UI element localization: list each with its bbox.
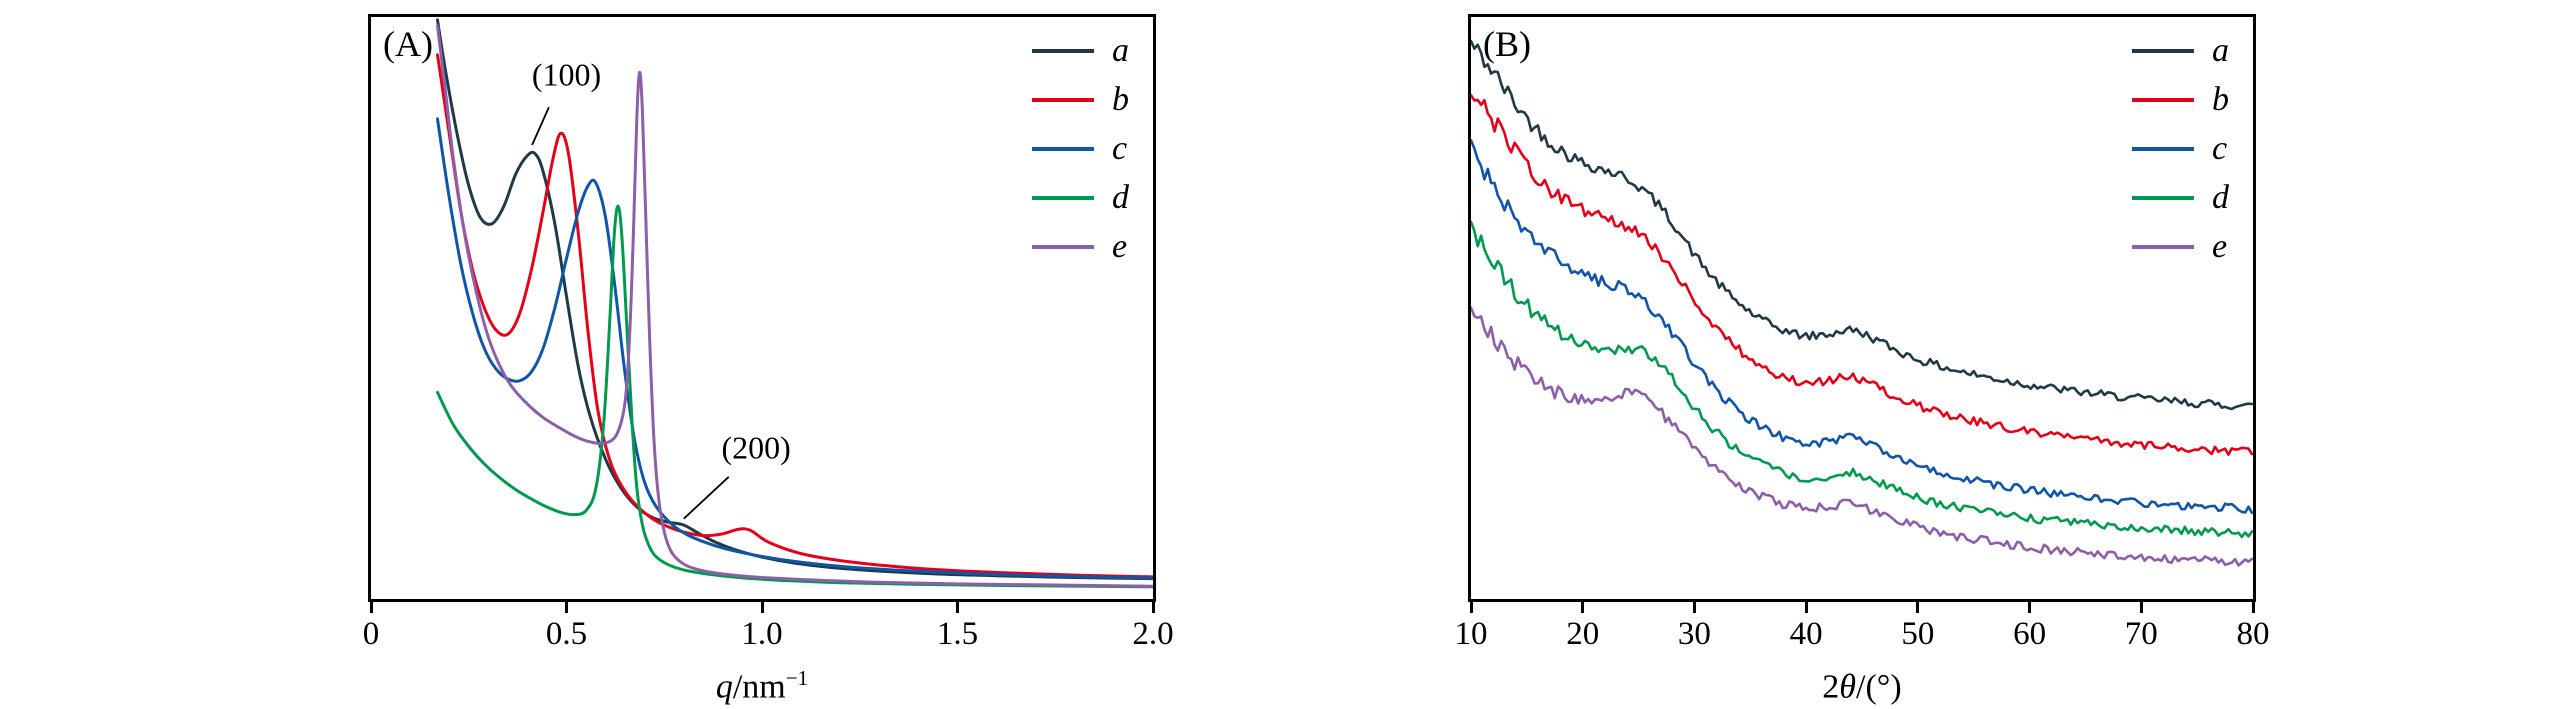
x-tick-mark — [369, 602, 373, 613]
x-tick-label: 30 — [1677, 616, 1711, 652]
x-tick-mark — [1151, 602, 1155, 613]
x-axis-label-B: 2θ/(°) — [1468, 666, 2256, 706]
legend-swatch-c — [2132, 147, 2194, 151]
series-a-line — [436, 18, 1153, 581]
legend-label-c: c — [1112, 130, 1128, 167]
x-tick-label: 70 — [2124, 616, 2158, 652]
annotation-pointer-0 — [531, 106, 550, 146]
legend-swatch-a — [1032, 49, 1094, 53]
x-tick-label: 1.0 — [741, 616, 783, 652]
x-tick-mark — [1692, 602, 1696, 613]
x-tick-label: 0.5 — [545, 616, 588, 652]
x-tick-mark — [1469, 602, 1473, 613]
legend-item-c: c — [1032, 131, 1129, 167]
x-axis-label-italic-A: q — [715, 668, 733, 706]
x-axis-label-pre-B: 2 — [1822, 668, 1840, 706]
x-tick-label: 10 — [1454, 616, 1488, 652]
x-tick-mark — [1804, 602, 1808, 613]
x-axis-label-italic-B: θ — [1839, 668, 1856, 706]
legend-label-b: b — [1112, 81, 1129, 118]
legend-swatch-d — [2132, 196, 2194, 200]
annotation-text-1: (200) — [721, 429, 791, 466]
x-tick-mark — [2251, 602, 2255, 613]
x-tick-label: 1.5 — [936, 616, 979, 652]
legend-swatch-d — [1032, 196, 1094, 200]
panel-label-A: (A) — [383, 24, 433, 64]
legend-swatch-a — [2132, 49, 2194, 53]
legend-label-e: e — [2212, 228, 2228, 265]
x-axis-label-post-A: /nm — [732, 668, 786, 706]
series-b-line — [1471, 94, 2253, 456]
legend-item-a: a — [2132, 33, 2229, 69]
legend-swatch-e — [2132, 245, 2194, 249]
legend-label-b: b — [2212, 81, 2229, 118]
x-tick-label: 2.0 — [1132, 616, 1174, 652]
legend-swatch-e — [1032, 245, 1094, 249]
annotation-text-0: (100) — [531, 56, 602, 93]
x-tick-label: 20 — [1566, 616, 1600, 652]
series-d-line — [436, 204, 1153, 589]
legend-item-a: a — [1032, 33, 1129, 69]
legend-label-e: e — [1112, 228, 1128, 265]
series-a-line — [1471, 39, 2253, 411]
x-tick-mark — [2139, 602, 2143, 613]
series-e-line — [436, 24, 1153, 588]
legend-item-d: d — [2132, 180, 2229, 216]
x-tick-mark — [1916, 602, 1920, 613]
series-e-line — [1471, 306, 2253, 567]
legend-item-e: e — [2132, 229, 2229, 265]
x-tick-label: 80 — [2236, 616, 2270, 652]
annotation-pointer-1 — [683, 476, 730, 520]
x-tick-label: 50 — [1901, 616, 1935, 652]
x-tick-mark — [2028, 602, 2032, 613]
legend-label-d: d — [2212, 179, 2229, 216]
series-d-line — [1471, 220, 2253, 539]
legend-item-b: b — [1032, 82, 1129, 118]
x-axis-label-post-B: /(°) — [1856, 668, 1902, 706]
plot-canvas-B — [1471, 39, 2253, 567]
legend-label-d: d — [1112, 179, 1129, 216]
legend-swatch-b — [1032, 98, 1094, 102]
x-tick-mark — [760, 602, 764, 613]
series-c-line — [1471, 139, 2253, 514]
x-tick-mark — [565, 602, 568, 613]
legend-item-b: b — [2132, 82, 2229, 118]
x-tick-label: 0 — [362, 616, 380, 652]
legend-item-e: e — [1032, 229, 1129, 265]
legend-swatch-b — [2132, 98, 2194, 102]
x-tick-label: 60 — [2013, 616, 2047, 652]
legend-label-a: a — [1112, 32, 1129, 69]
panel-label-B: (B) — [1483, 24, 1531, 64]
x-tick-mark — [956, 602, 959, 613]
legend-label-c: c — [2212, 130, 2228, 167]
x-axis-ticks-A: 0 0.5 1.0 1.5 2.0 — [363, 602, 1174, 658]
plot-canvas-A — [436, 18, 1153, 589]
x-axis-label-A: q/nm−1 — [368, 666, 1156, 706]
x-axis-label-sup-A: −1 — [785, 666, 809, 690]
legend-label-a: a — [2212, 32, 2229, 69]
legend-item-c: c — [2132, 131, 2229, 167]
legend-swatch-c — [1032, 147, 1094, 151]
x-tick-label: 40 — [1789, 616, 1823, 652]
x-tick-mark — [1581, 602, 1585, 613]
legend-item-d: d — [1032, 180, 1129, 216]
x-axis-ticks-B: 10 20 30 40 50 60 70 80 — [1455, 602, 2270, 658]
series-b-line — [436, 53, 1153, 579]
